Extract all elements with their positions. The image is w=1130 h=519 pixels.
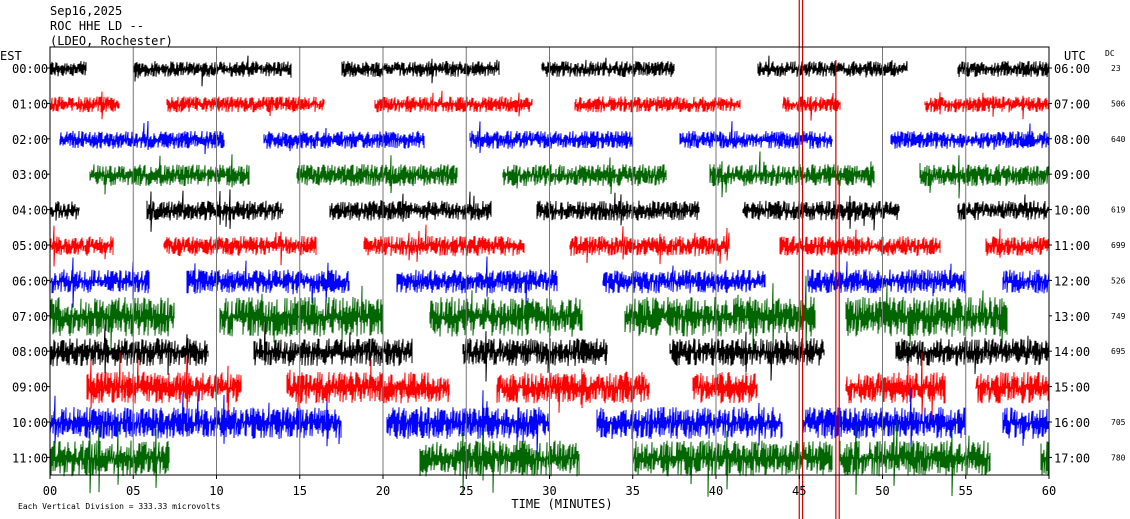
est-label-01:00: 01:00 xyxy=(12,97,48,111)
trace-row-01:00 xyxy=(49,90,1050,121)
x-tick-label-20: 20 xyxy=(376,484,390,498)
trace-row-08:00 xyxy=(49,322,1050,382)
chart-network: (LDEO, Rochester) xyxy=(50,34,173,48)
x-tick-label-60: 60 xyxy=(1042,484,1056,498)
x-tick-label-30: 30 xyxy=(542,484,556,498)
utc-label-14:00: 14:00 xyxy=(1054,345,1090,359)
utc-label-12:00: 12:00 xyxy=(1054,274,1090,288)
est-label-08:00: 08:00 xyxy=(12,345,48,359)
utc-axis-label: UTC xyxy=(1064,49,1086,63)
x-tick-label-15: 15 xyxy=(293,484,307,498)
utc-label-09:00: 09:00 xyxy=(1054,168,1090,182)
est-label-07:00: 07:00 xyxy=(12,310,48,324)
dc-value-05:00: 699 xyxy=(1111,241,1126,250)
dc-value-11:00: 780 xyxy=(1111,453,1126,462)
utc-label-06:00: 06:00 xyxy=(1054,62,1090,76)
trace-row-03:00 xyxy=(89,151,1050,199)
trace-row-02:00 xyxy=(59,120,1050,155)
est-label-04:00: 04:00 xyxy=(12,204,48,218)
utc-label-15:00: 15:00 xyxy=(1054,381,1090,395)
chart-station: ROC HHE LD -- xyxy=(50,19,144,33)
trace-row-11:00 xyxy=(49,421,1050,497)
x-tick-label-25: 25 xyxy=(459,484,473,498)
x-tick-label-45: 45 xyxy=(792,484,806,498)
est-label-02:00: 02:00 xyxy=(12,133,48,147)
est-label-03:00: 03:00 xyxy=(12,168,48,182)
est-label-11:00: 11:00 xyxy=(12,451,48,465)
x-axis-title: TIME (MINUTES) xyxy=(511,497,612,511)
x-tick-label-05: 05 xyxy=(126,484,140,498)
utc-label-17:00: 17:00 xyxy=(1054,451,1090,465)
est-label-09:00: 09:00 xyxy=(12,381,48,395)
dc-value-00:00: 23 xyxy=(1111,64,1121,73)
dc-value-10:00: 705 xyxy=(1111,418,1126,427)
utc-label-16:00: 16:00 xyxy=(1054,416,1090,430)
est-label-10:00: 10:00 xyxy=(12,416,48,430)
utc-label-13:00: 13:00 xyxy=(1054,310,1090,324)
x-tick-label-50: 50 xyxy=(875,484,889,498)
est-label-06:00: 06:00 xyxy=(12,274,48,288)
footer-scale-note: Each Vertical Division = 333.33 microvol… xyxy=(18,502,220,511)
utc-label-10:00: 10:00 xyxy=(1054,204,1090,218)
trace-row-00:00 xyxy=(49,55,1050,87)
chart-date: Sep16,2025 xyxy=(50,4,123,18)
est-label-00:00: 00:00 xyxy=(12,62,48,76)
trace-row-05:00 xyxy=(49,224,1050,267)
dc-value-08:00: 695 xyxy=(1111,347,1126,356)
trace-row-10:00 xyxy=(49,388,1050,459)
utc-label-07:00: 07:00 xyxy=(1054,97,1090,111)
x-tick-label-55: 55 xyxy=(959,484,973,498)
trace-group xyxy=(49,0,1050,519)
dc-value-02:00: 640 xyxy=(1111,135,1126,144)
plot-frame xyxy=(47,46,1052,479)
x-tick-label-40: 40 xyxy=(709,484,723,498)
trace-row-09:00 xyxy=(86,352,1050,421)
axis-labels: EST UTC DC 00:00 06:00 23 01:00 07:00 506 02:00 08… xyxy=(0,49,1126,511)
trace-row-07:00 xyxy=(49,275,1008,352)
trace-row-06:00 xyxy=(49,256,1050,308)
dc-value-01:00: 506 xyxy=(1111,99,1126,108)
utc-label-08:00: 08:00 xyxy=(1054,133,1090,147)
dc-label: DC xyxy=(1105,49,1115,58)
dc-value-06:00: 526 xyxy=(1111,276,1126,285)
trace-row-04:00 xyxy=(49,189,1050,232)
est-axis-label: EST xyxy=(0,49,22,63)
est-label-05:00: 05:00 xyxy=(12,239,48,253)
x-tick-label-35: 35 xyxy=(626,484,640,498)
x-tick-label-10: 10 xyxy=(209,484,223,498)
x-tick-label-00: 00 xyxy=(43,484,57,498)
dc-value-04:00: 619 xyxy=(1111,206,1126,215)
utc-label-11:00: 11:00 xyxy=(1054,239,1090,253)
dc-value-07:00: 749 xyxy=(1111,312,1126,321)
